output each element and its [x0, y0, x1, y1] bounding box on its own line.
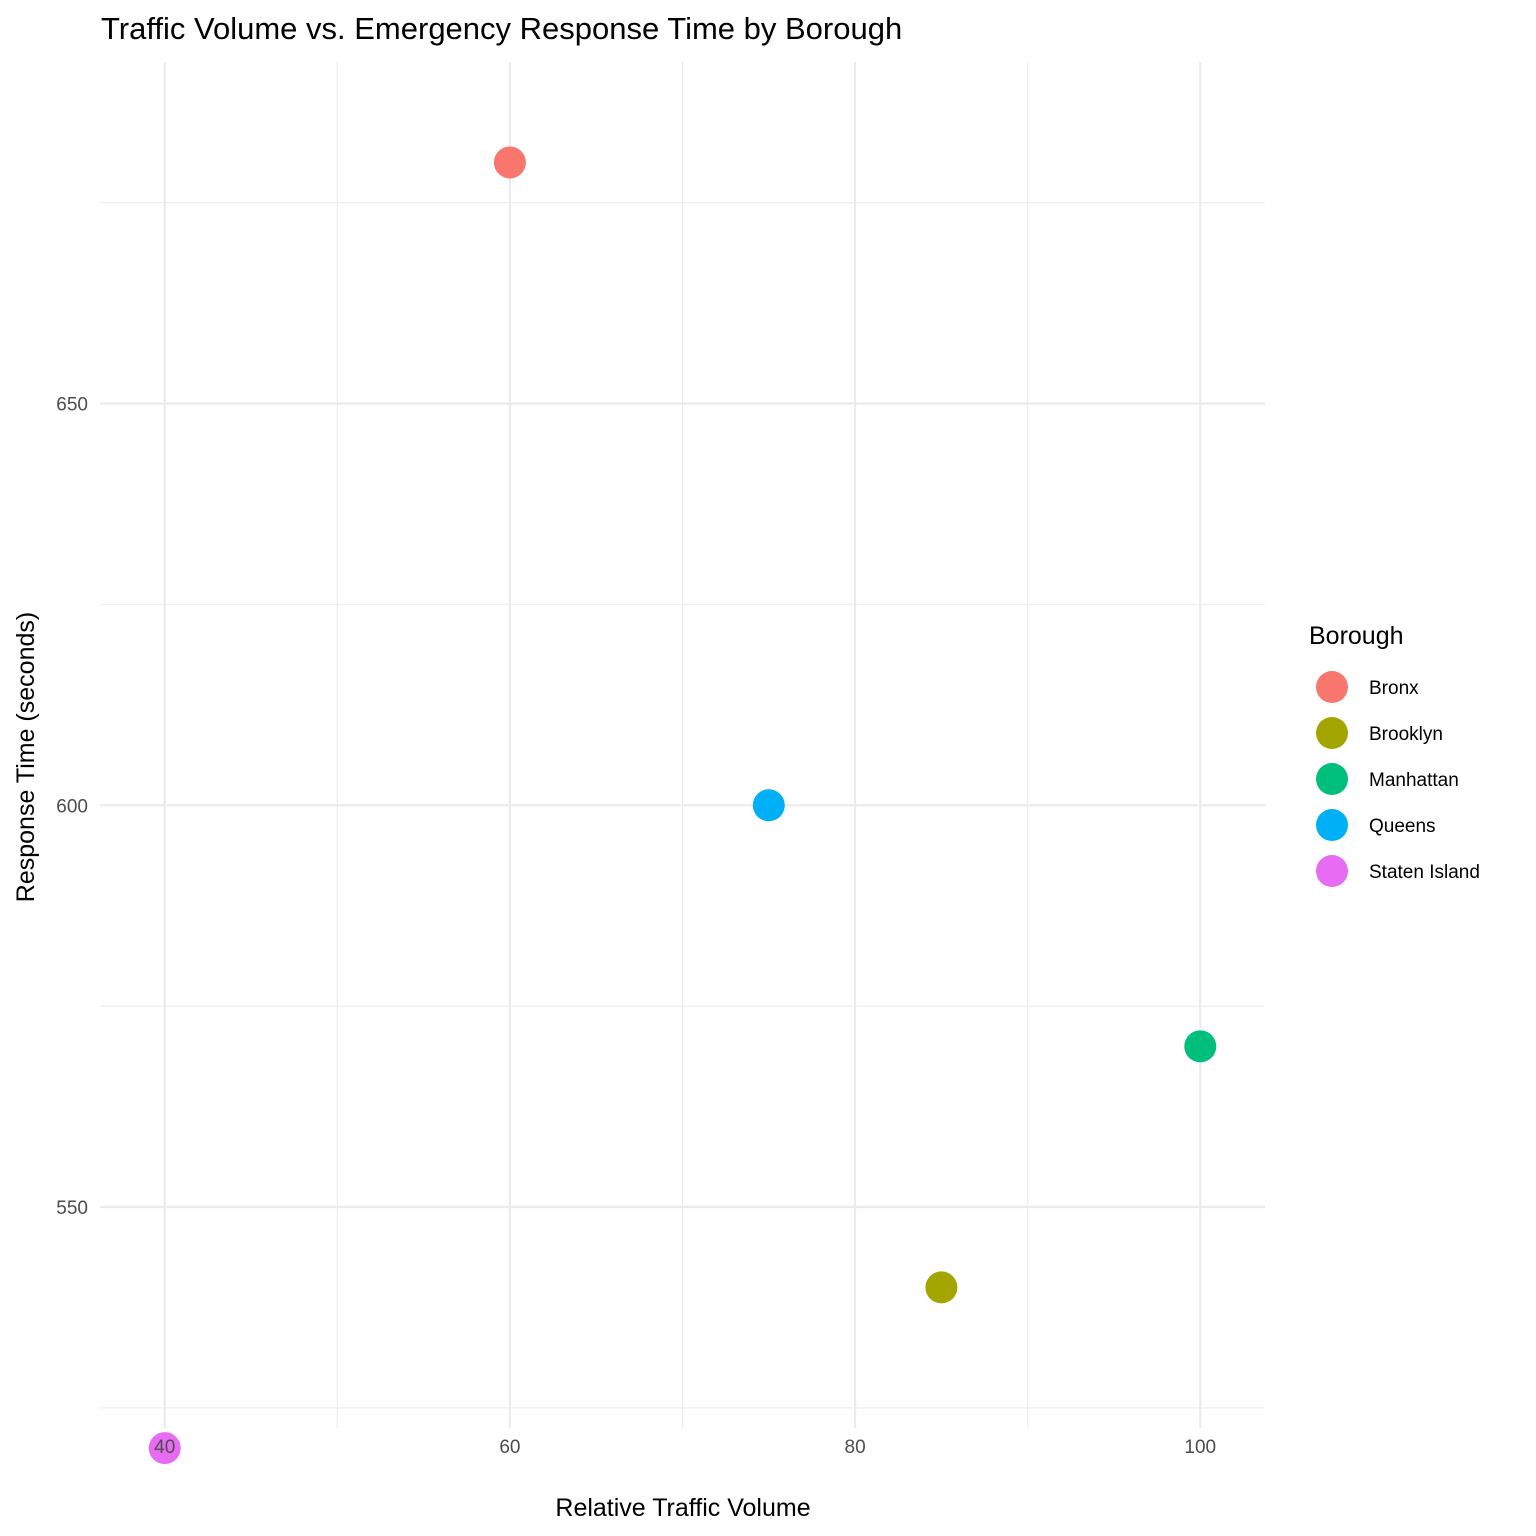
- data-point-bronx: [493, 146, 526, 179]
- y-tick-label: 650: [56, 395, 88, 416]
- x-tick-label: 60: [499, 1437, 520, 1458]
- data-point-brooklyn: [925, 1271, 958, 1304]
- x-axis-tick-labels: 40 60 80 100: [154, 1437, 1216, 1458]
- y-axis-title: Response Time (seconds): [12, 612, 40, 902]
- legend-label: Brooklyn: [1369, 724, 1443, 745]
- x-tick-label: 100: [1184, 1437, 1216, 1458]
- legend-label: Queens: [1369, 816, 1436, 837]
- legend-label: Manhattan: [1369, 770, 1459, 791]
- legend-key-bronx: [1316, 671, 1348, 703]
- legend-key-queens: [1316, 809, 1348, 841]
- y-axis-tick-labels: 550 600 650: [56, 395, 88, 1220]
- data-point-manhattan: [1184, 1030, 1217, 1063]
- x-tick-label: 80: [845, 1437, 866, 1458]
- legend-label: Bronx: [1369, 678, 1419, 699]
- x-axis-title: Relative Traffic Volume: [555, 1494, 810, 1522]
- legend-key-staten-island: [1316, 855, 1348, 887]
- legend-key-brooklyn: [1316, 717, 1348, 749]
- legend-items: Bronx Brooklyn Manhattan Queens Staten Islan…: [1316, 671, 1480, 887]
- legend-key-manhattan: [1316, 763, 1348, 795]
- data-point-queens: [752, 789, 785, 822]
- y-tick-label: 600: [56, 796, 88, 817]
- legend: Borough Bronx Brooklyn Manhattan Queens Stat…: [1309, 622, 1480, 887]
- data-points: [148, 146, 1217, 1465]
- chart-title: Traffic Volume vs. Emergency Response Ti…: [101, 11, 902, 46]
- legend-label: Staten Island: [1369, 862, 1480, 883]
- y-tick-label: 550: [56, 1198, 88, 1219]
- gridlines: [100, 62, 1265, 1428]
- data-point-staten-island: [148, 1432, 181, 1465]
- legend-title: Borough: [1309, 622, 1404, 650]
- x-tick-label: 40: [154, 1437, 175, 1458]
